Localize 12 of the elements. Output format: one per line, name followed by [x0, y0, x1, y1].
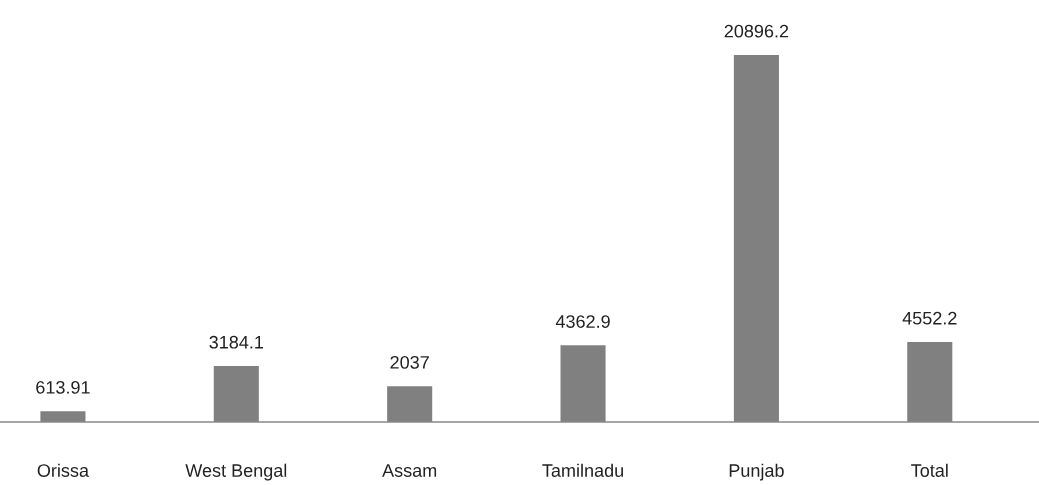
data-label: 20896.2 — [724, 24, 789, 38]
data-label: 613.91 — [36, 380, 90, 394]
x-tick-label: Punjab — [729, 463, 784, 481]
data-label: 4552.2 — [902, 311, 957, 325]
x-tick-label: Assam — [382, 464, 437, 477]
data-label: 3184.1 — [209, 335, 264, 349]
x-tick-label: West Bengal — [185, 463, 287, 481]
x-tick-label: Orissa — [37, 463, 90, 477]
x-tick-label: Total — [911, 463, 948, 477]
x-tick-label: Tamilnadu — [542, 463, 623, 477]
data-label: 4362.9 — [555, 315, 610, 328]
data-label: 2037 — [390, 355, 429, 369]
